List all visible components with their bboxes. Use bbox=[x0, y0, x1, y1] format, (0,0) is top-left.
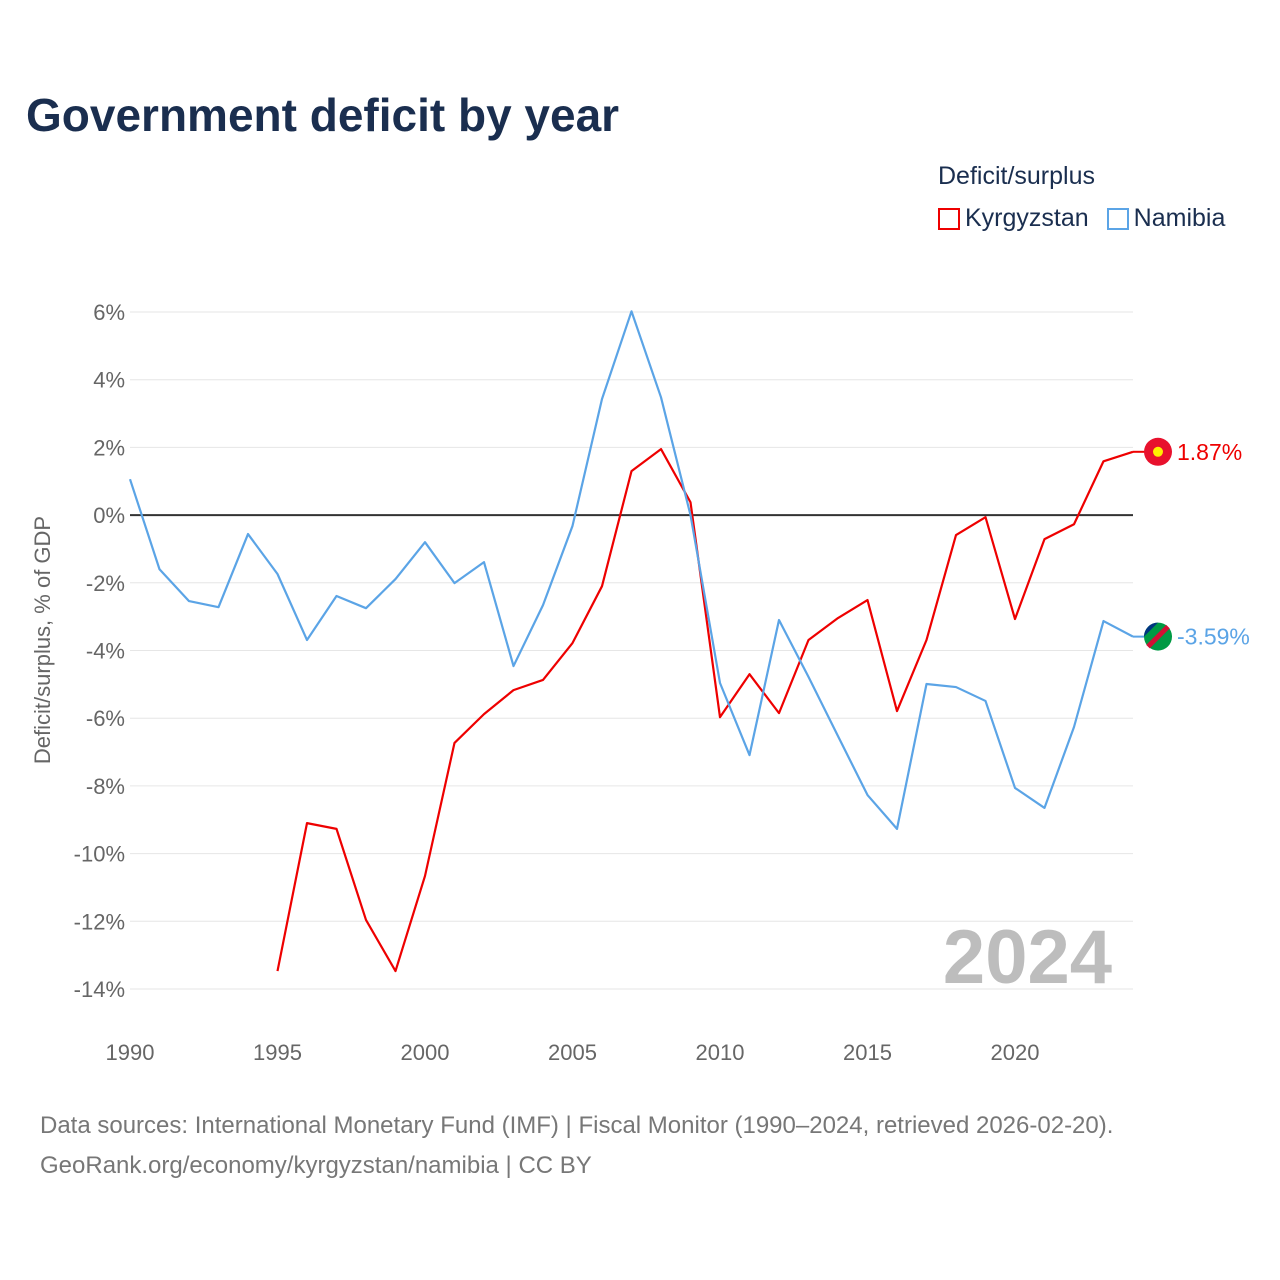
series-line-kyrgyzstan bbox=[276, 447, 1134, 973]
y-tick-label: -2% bbox=[86, 571, 125, 596]
y-tick-label: -6% bbox=[86, 706, 125, 731]
legend-title: Deficit/surplus bbox=[938, 162, 1095, 190]
y-tick-label: -12% bbox=[74, 909, 125, 934]
flag-stripe bbox=[1146, 624, 1170, 649]
y-tick-label: 6% bbox=[93, 300, 125, 325]
source-line-1: Data sources: International Monetary Fun… bbox=[40, 1112, 1114, 1139]
x-tick-label: 2020 bbox=[991, 1040, 1040, 1065]
end-value-label: 1.87% bbox=[1177, 439, 1242, 465]
x-tick-label: 2005 bbox=[548, 1040, 597, 1065]
y-tick-label: -14% bbox=[74, 977, 125, 1002]
y-axis-label: Deficit/surplus, % of GDP bbox=[30, 516, 55, 764]
legend-item-kyrgyzstan[interactable]: Kyrgyzstan bbox=[938, 204, 1089, 233]
source-line-2[interactable]: GeoRank.org/economy/kyrgyzstan/namibia |… bbox=[40, 1152, 592, 1179]
legend: Kyrgyzstan Namibia bbox=[938, 204, 1225, 233]
year-watermark: 2024 bbox=[943, 915, 1112, 1000]
y-tick-label: -10% bbox=[74, 842, 125, 867]
series-line-namibia bbox=[128, 310, 1134, 830]
y-tick-label: 4% bbox=[93, 368, 125, 393]
x-tick-label: 1995 bbox=[253, 1040, 302, 1065]
legend-swatch bbox=[938, 207, 960, 230]
legend-swatch bbox=[1106, 207, 1129, 230]
legend-item-namibia[interactable]: Namibia bbox=[1106, 204, 1226, 233]
y-tick-label: -4% bbox=[86, 639, 125, 664]
x-tick-label: 2010 bbox=[696, 1040, 745, 1065]
flag-sun bbox=[1153, 446, 1163, 457]
source-note: Data sources: International Monetary Fun… bbox=[40, 1106, 1113, 1186]
x-tick-label: 1990 bbox=[106, 1040, 155, 1065]
flag-blue bbox=[1144, 622, 1158, 637]
x-tick-label: 2000 bbox=[401, 1040, 450, 1065]
y-tick-label: 2% bbox=[93, 435, 125, 460]
chart-title: Government deficit by year bbox=[26, 89, 620, 141]
legend-label: Kyrgyzstan bbox=[965, 204, 1089, 232]
y-tick-label: -8% bbox=[86, 774, 125, 799]
x-tick-label: 2015 bbox=[843, 1040, 892, 1065]
y-tick-label: 0% bbox=[93, 503, 125, 528]
legend-label: Namibia bbox=[1133, 204, 1226, 232]
end-value-label: -3.59% bbox=[1177, 624, 1250, 650]
